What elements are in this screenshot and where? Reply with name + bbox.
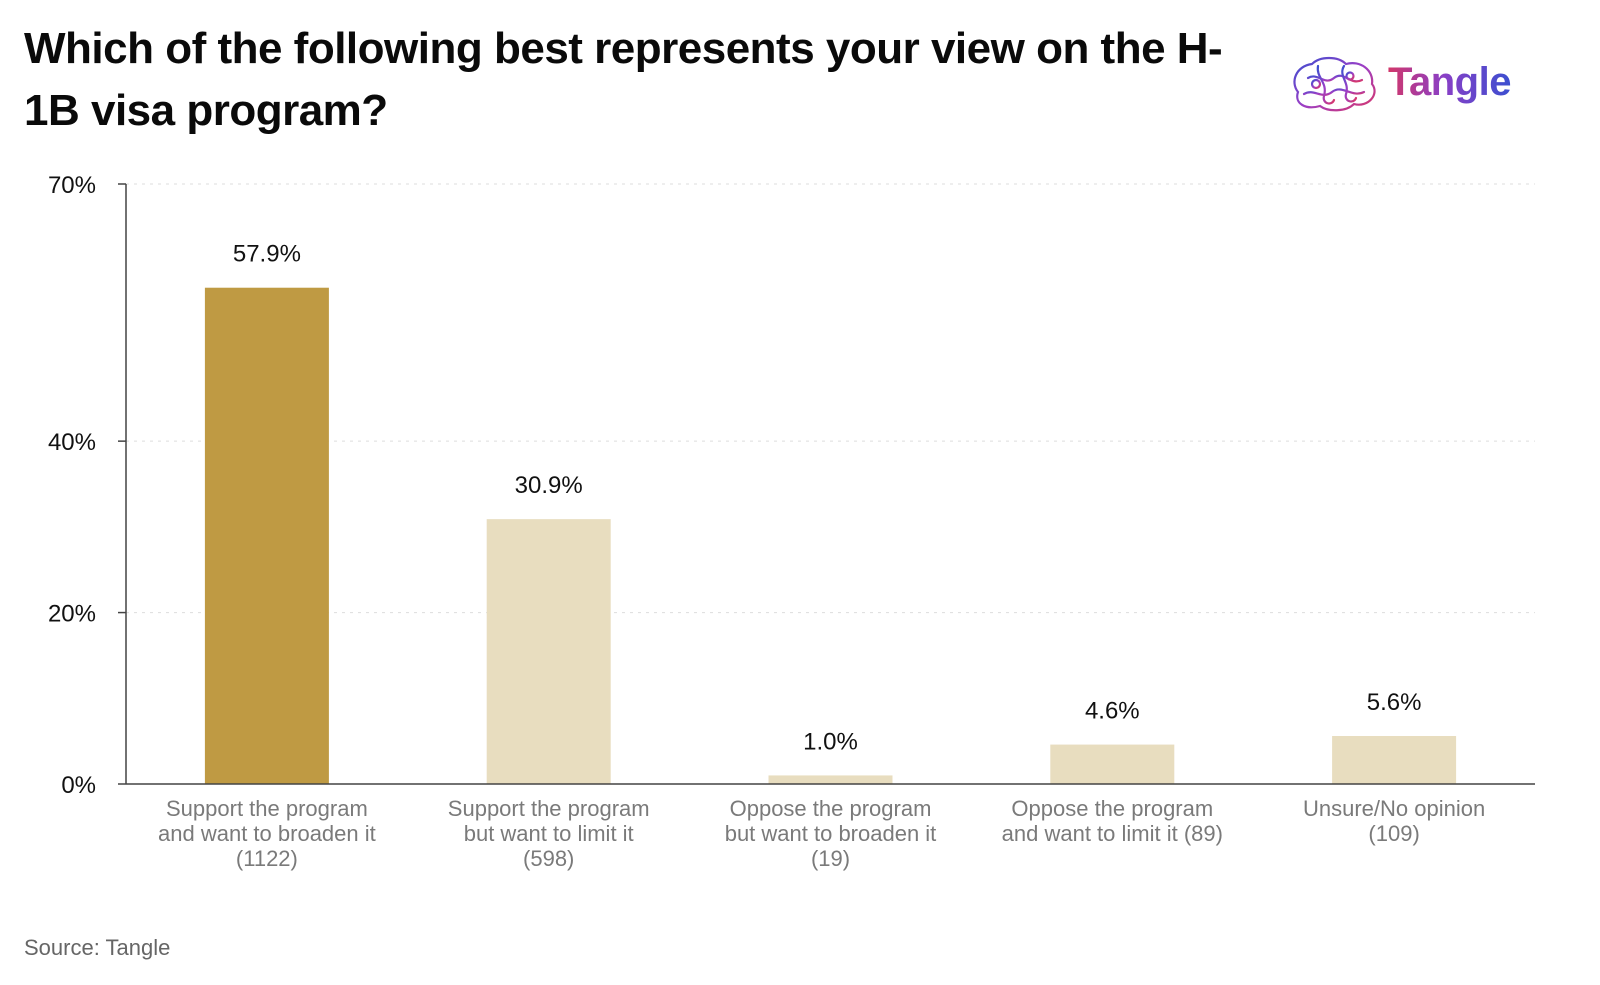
data-label: 57.9% [233,241,301,268]
bar [486,519,611,784]
bar [204,287,329,784]
tangle-logo[interactable]: Tangle [1288,52,1548,122]
logo-text: Tangle [1388,60,1511,104]
category-label: Support the program but want to limit it(… [448,796,650,871]
labels: 0% 20% 40% 70% 57.9% Support the program and w… [48,172,1485,871]
y-tick-label: 40% [48,429,96,456]
category-label: Support the program and want to broaden i… [158,796,376,871]
category-label: Unsure/No opinion (109) [1303,796,1485,846]
chart-title: Which of the following best represents y… [24,24,1223,135]
bar-chart: 0% 20% 40% 70% 57.9% Support the program and w… [48,172,1535,871]
y-tick-label: 20% [48,601,96,628]
y-tick-label: 70% [48,172,96,199]
bar [1050,744,1175,784]
axes [118,183,1535,785]
data-label: 5.6% [1367,689,1422,716]
category-label: Oppose the program but want to broaden it… [725,796,937,871]
brain-icon [1293,56,1376,112]
bar [768,775,893,784]
y-tick-label: 0% [61,772,96,799]
data-label: 30.9% [515,472,583,499]
data-label: 1.0% [803,728,858,755]
source-note: Source: Tangle [24,935,171,960]
data-label: 4.6% [1085,698,1140,725]
gridlines [126,183,1535,614]
category-label: Oppose the program and want to limit it (… [1002,796,1223,846]
bars [204,287,1457,784]
bar [1332,736,1457,784]
